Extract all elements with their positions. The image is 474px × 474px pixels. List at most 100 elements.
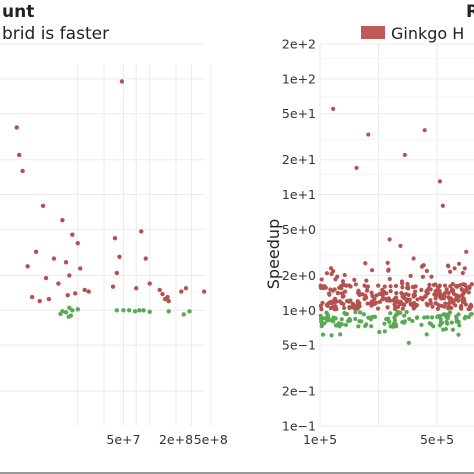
right-chart-x-ticks: 1e+5 5e+5 xyxy=(303,432,454,447)
right-data-point xyxy=(437,179,443,184)
right-data-point xyxy=(457,323,462,328)
right-data-point xyxy=(393,303,398,309)
left-x-tick-label: 5e+8 xyxy=(194,432,228,447)
right-data-point xyxy=(388,284,393,289)
left-data-point xyxy=(37,298,42,304)
right-data-point xyxy=(419,322,424,328)
right-data-point xyxy=(330,305,336,310)
left-data-point xyxy=(110,284,116,289)
right-data-point xyxy=(369,324,374,329)
right-data-point xyxy=(339,301,344,306)
right-data-point xyxy=(388,324,393,329)
left-data-point xyxy=(67,305,72,311)
right-data-point xyxy=(320,332,326,337)
left-data-point xyxy=(46,296,52,302)
right-data-point xyxy=(435,306,440,311)
left-data-point xyxy=(157,287,162,293)
right-data-point xyxy=(336,321,342,326)
right-data-point xyxy=(425,291,430,296)
left-data-point xyxy=(25,264,30,269)
left-data-point xyxy=(121,308,126,313)
right-data-point xyxy=(436,303,441,308)
right-data-point xyxy=(340,279,346,284)
right-y-tick-label: 5e+0 xyxy=(282,222,316,237)
left-data-point xyxy=(16,152,22,158)
right-data-point xyxy=(377,299,383,304)
left-data-point xyxy=(114,308,120,313)
left-data-point xyxy=(56,281,61,286)
right-data-point xyxy=(442,304,447,309)
right-data-point xyxy=(456,293,461,299)
right-data-point xyxy=(459,287,464,292)
right-data-point xyxy=(380,290,386,296)
right-data-point xyxy=(400,302,405,307)
right-data-point xyxy=(372,314,378,319)
right-data-point xyxy=(372,296,377,301)
left-chart-grid xyxy=(0,43,212,426)
left-data-point xyxy=(66,314,71,319)
right-data-point xyxy=(462,266,467,271)
right-data-point xyxy=(374,293,379,298)
right-data-point xyxy=(361,312,366,317)
right-data-point xyxy=(365,284,371,289)
right-data-point xyxy=(394,295,399,300)
left-data-point xyxy=(29,294,35,300)
right-data-point xyxy=(343,322,349,328)
right-data-point xyxy=(332,297,337,302)
left-data-point xyxy=(187,309,192,314)
right-data-point xyxy=(402,293,407,298)
right-data-point xyxy=(420,297,425,302)
right-data-point xyxy=(460,299,466,304)
right-data-point xyxy=(328,299,333,305)
right-data-point xyxy=(356,324,361,329)
right-data-point xyxy=(388,289,393,294)
right-data-point xyxy=(329,333,334,338)
right-data-point xyxy=(444,312,449,317)
left-data-point xyxy=(75,307,80,312)
right-data-point xyxy=(369,299,375,304)
right-chart-y-ticks: 2e+2 1e+2 5e+1 2e+1 1e+1 5e+0 2e+0 1e+0 5e−1 2e−1… xyxy=(282,37,316,434)
right-data-point xyxy=(331,319,336,324)
right-data-point xyxy=(440,203,445,208)
right-data-point xyxy=(327,292,332,297)
right-data-point xyxy=(347,317,352,322)
right-data-point xyxy=(391,298,396,303)
right-data-point xyxy=(368,317,373,322)
right-y-tick-label: 1e+2 xyxy=(282,71,316,86)
left-data-point xyxy=(141,308,146,313)
right-data-point xyxy=(350,302,355,307)
right-data-point xyxy=(375,306,381,311)
left-data-point xyxy=(117,254,122,259)
right-data-point xyxy=(382,329,387,334)
right-data-point xyxy=(426,286,431,291)
right-data-point xyxy=(424,301,429,306)
left-data-point xyxy=(60,218,65,223)
right-data-point xyxy=(366,132,371,137)
right-data-point xyxy=(340,294,345,299)
right-data-point xyxy=(387,276,392,282)
right-data-point xyxy=(424,268,429,273)
right-data-point xyxy=(447,310,453,315)
right-data-point xyxy=(429,274,434,279)
right-data-point xyxy=(454,317,459,322)
right-data-point xyxy=(466,306,471,312)
left-data-point xyxy=(132,309,138,314)
right-chart: R Ginkgo H Speedup 2e+2 1e+2 5e+1 2e+1 1e+1 5… xyxy=(264,2,474,447)
right-data-point xyxy=(353,282,358,287)
right-data-point xyxy=(422,315,427,320)
left-data-point xyxy=(78,266,83,271)
right-data-point xyxy=(414,315,419,321)
legend-swatch xyxy=(361,26,385,39)
right-data-point xyxy=(434,288,439,293)
left-data-point xyxy=(137,308,142,313)
left-chart-subtitle: brid is faster xyxy=(2,24,109,44)
left-data-point xyxy=(70,308,75,313)
left-chart-points xyxy=(14,79,207,319)
right-chart-grid xyxy=(319,43,474,427)
right-data-point xyxy=(328,266,334,271)
right-data-point xyxy=(358,310,363,315)
right-data-point xyxy=(377,291,382,296)
right-data-point xyxy=(422,128,427,133)
right-data-point xyxy=(436,314,441,319)
